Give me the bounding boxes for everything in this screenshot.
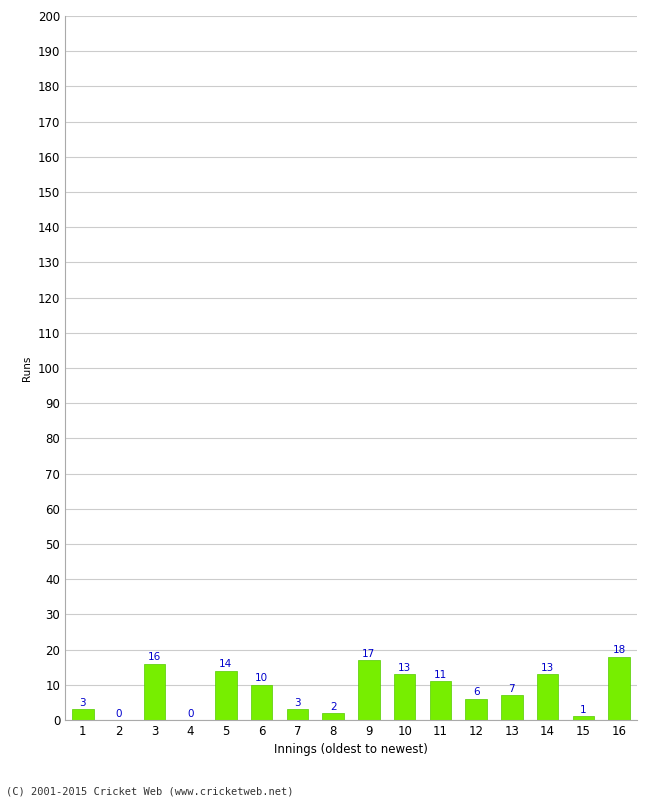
Bar (573, 717, 594, 720)
Bar (501, 695, 523, 720)
Bar (358, 660, 380, 720)
Text: 1: 1 (580, 705, 587, 715)
Bar (144, 664, 165, 720)
Bar (251, 685, 272, 720)
Text: 10: 10 (255, 674, 268, 683)
Text: 11: 11 (434, 670, 447, 680)
Y-axis label: Runs: Runs (22, 355, 32, 381)
Bar (394, 674, 415, 720)
Text: 16: 16 (148, 652, 161, 662)
Text: 7: 7 (508, 684, 515, 694)
Bar (465, 699, 487, 720)
Text: 18: 18 (612, 646, 626, 655)
Text: 0: 0 (116, 709, 122, 718)
Bar (537, 674, 558, 720)
Text: 14: 14 (219, 659, 233, 670)
Text: 17: 17 (362, 649, 376, 658)
Text: 13: 13 (398, 663, 411, 673)
Text: 6: 6 (473, 687, 480, 698)
Text: 3: 3 (79, 698, 86, 708)
Text: (C) 2001-2015 Cricket Web (www.cricketweb.net): (C) 2001-2015 Cricket Web (www.cricketwe… (6, 786, 294, 796)
Text: 13: 13 (541, 663, 554, 673)
Bar (287, 710, 308, 720)
X-axis label: Innings (oldest to newest): Innings (oldest to newest) (274, 743, 428, 757)
Bar (608, 657, 630, 720)
Text: 0: 0 (187, 709, 194, 718)
Bar (72, 710, 94, 720)
Bar (430, 682, 451, 720)
Bar (215, 670, 237, 720)
Text: 3: 3 (294, 698, 301, 708)
Bar (322, 713, 344, 720)
Text: 2: 2 (330, 702, 337, 711)
